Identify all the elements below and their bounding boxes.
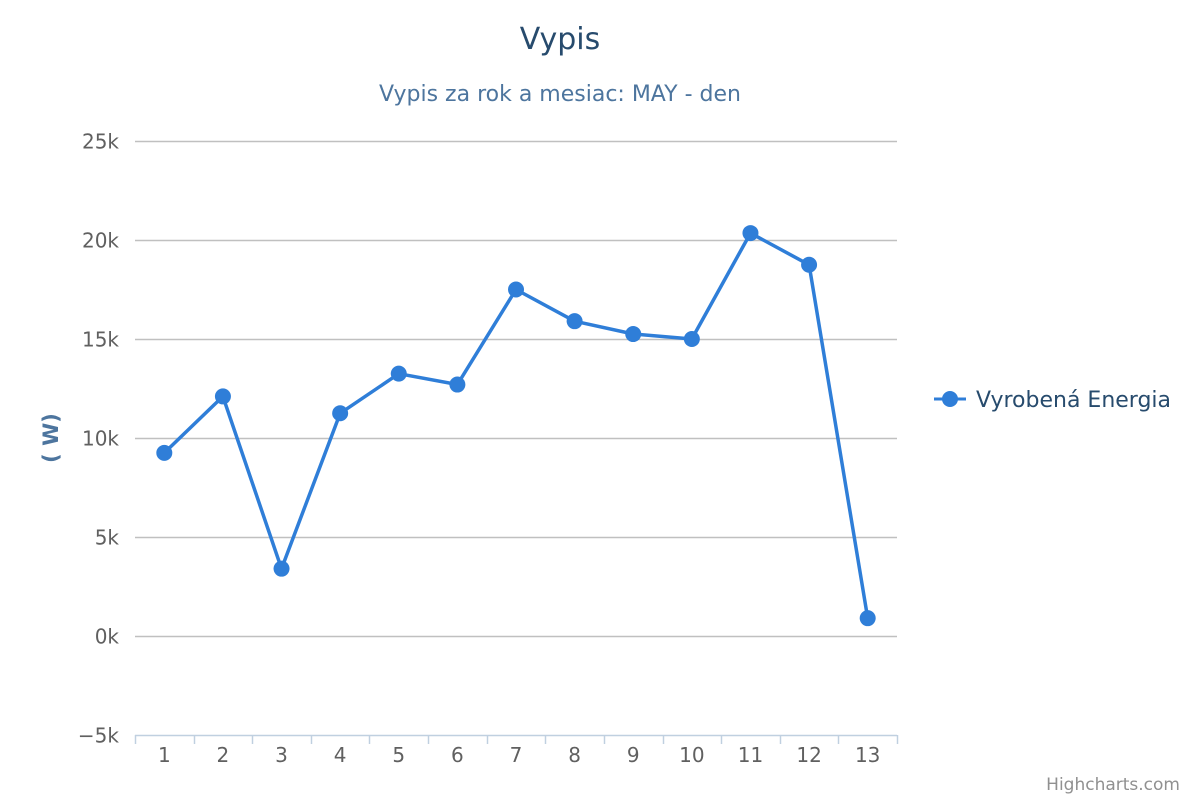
x-tick-label: 7 [510,743,523,767]
data-point[interactable] [742,225,759,242]
legend-marker-icon [942,391,958,407]
gridlines [135,140,897,638]
y-tick-label: 25k [82,130,119,154]
y-axis-label: ( W) [39,413,63,463]
y-tick-label: 15k [82,328,119,352]
data-point[interactable] [332,405,349,422]
x-tick-label: 3 [275,743,288,767]
data-point[interactable] [801,256,818,273]
credits-link[interactable]: Highcharts.com [1046,775,1180,795]
x-tick-label: 9 [627,743,640,767]
x-tick-label: 5 [392,743,405,767]
legend[interactable]: Vyrobená Energia [934,388,1171,413]
data-point[interactable] [156,444,173,461]
legend-item-label[interactable]: Vyrobená Energia [976,388,1171,413]
data-point[interactable] [859,610,876,627]
x-tick-label: 8 [568,743,581,767]
y-tick-label: 10k [82,427,119,451]
data-point[interactable] [390,365,407,382]
data-point[interactable] [449,376,466,393]
x-tick-label: 11 [738,743,763,767]
x-tick-label: 10 [679,743,704,767]
y-axis-ticks: −5k 0k 5k 10k 15k 20k 25k [78,130,119,748]
data-point[interactable] [273,560,290,577]
x-tick-label: 4 [334,743,347,767]
data-point[interactable] [625,326,642,343]
data-point[interactable] [683,331,700,347]
y-tick-label: 0k [95,625,120,649]
chart-subtitle: Vypis za rok a mesiac: MAY - den [379,82,741,107]
data-point[interactable] [566,313,583,330]
x-tick-label: 2 [217,743,230,767]
y-tick-label: 20k [82,229,119,253]
x-tick-label: 6 [451,743,464,767]
x-tick-label: 13 [855,743,880,767]
y-tick-label: 5k [95,526,120,550]
data-point[interactable] [508,281,524,298]
data-point[interactable] [214,388,231,405]
x-tick-label: 12 [796,743,821,767]
series-group[interactable] [156,225,876,627]
y-tick-label: −5k [78,724,119,748]
x-tick-label: 1 [158,743,171,767]
x-axis: 1 2 3 4 5 6 7 8 9 10 11 12 13 [134,734,899,767]
chart-title: Vypis [520,22,600,57]
